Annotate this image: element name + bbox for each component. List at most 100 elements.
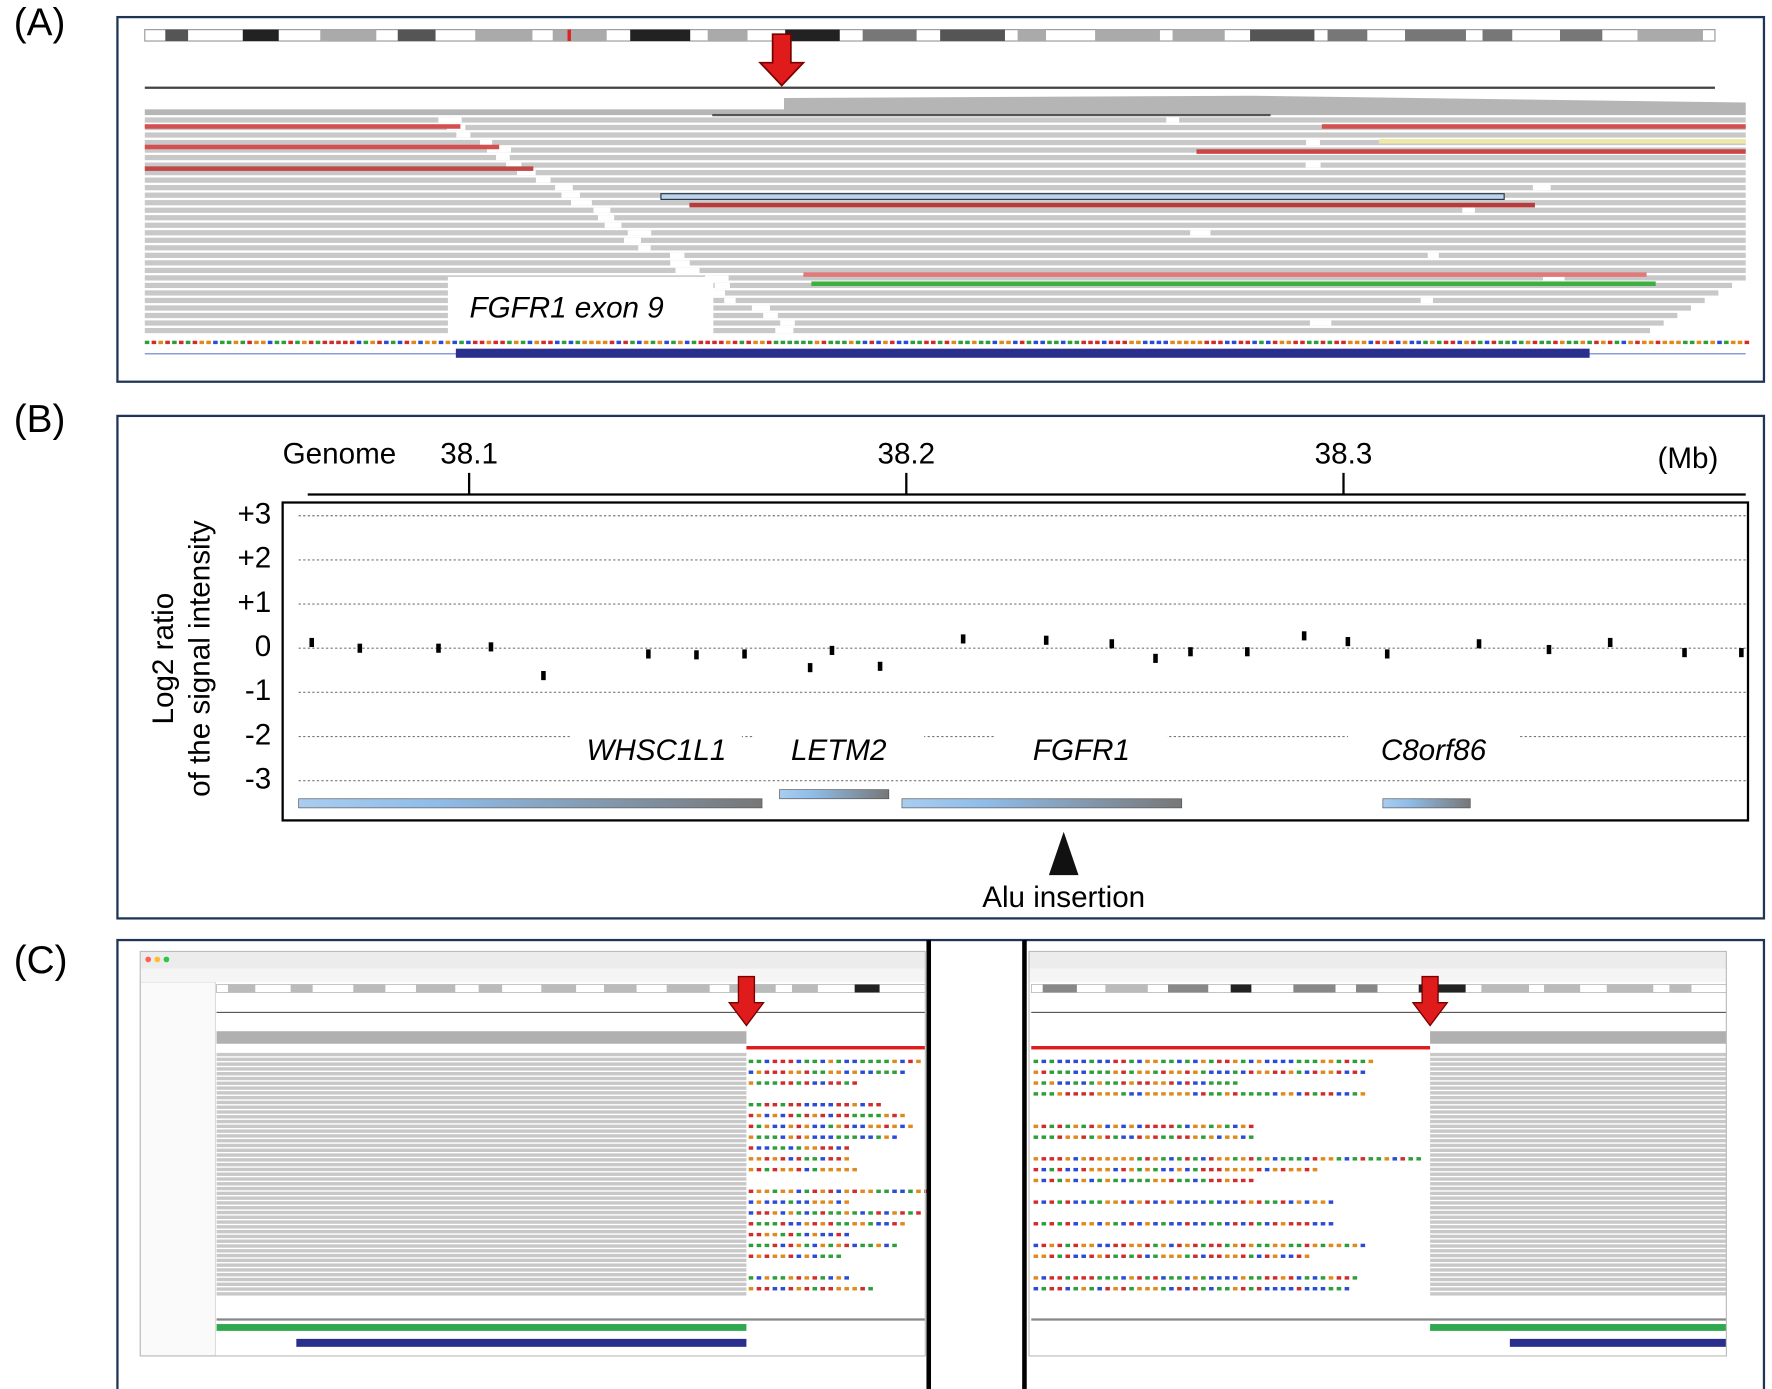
read [144, 139, 1746, 146]
soft-clip-base [1105, 1081, 1110, 1085]
soft-clip-base [876, 1135, 881, 1139]
soft-clip-base [844, 1081, 849, 1085]
read [144, 260, 1746, 266]
read [1430, 1196, 1727, 1200]
read [1430, 1225, 1727, 1229]
soft-clip-base [748, 1102, 754, 1107]
soft-clip-base [1169, 1167, 1174, 1172]
soft-clip-base [788, 1287, 794, 1291]
read-gap [535, 177, 551, 183]
read [216, 1148, 747, 1152]
soft-clip-base [1057, 1222, 1063, 1226]
soft-clip-base [1057, 1059, 1063, 1064]
soft-clip-base [844, 1232, 849, 1237]
base [1696, 340, 1702, 345]
soft-clip-base [1089, 1059, 1094, 1064]
soft-clip-base [1113, 1092, 1118, 1096]
soft-clip-base [1161, 1157, 1166, 1161]
gene-bar [1382, 798, 1471, 809]
soft-clip-base [900, 1059, 905, 1064]
soft-clip-base [1041, 1243, 1047, 1248]
soft-clip-base [780, 1081, 786, 1085]
base [438, 340, 444, 345]
soft-clip-base [1129, 1276, 1134, 1280]
base [308, 340, 314, 345]
outlined-read [660, 193, 1505, 200]
soft-clip-base [820, 1059, 826, 1064]
soft-clip-base [852, 1102, 857, 1107]
ideogram-band [1669, 984, 1692, 993]
ideogram-band [1544, 984, 1581, 993]
soft-clip-base [804, 1211, 810, 1215]
soft-clip-base [1073, 1157, 1078, 1161]
ruler [144, 86, 1715, 89]
soft-clip-base [1217, 1254, 1222, 1258]
soft-clip-base [1312, 1243, 1318, 1248]
soft-clip-base [1296, 1059, 1302, 1064]
base [958, 340, 963, 345]
annotation-marker [1048, 831, 1079, 876]
read [1430, 1268, 1727, 1272]
soft-clip-base [1097, 1092, 1102, 1096]
base [1655, 340, 1661, 345]
soft-clip-base [1097, 1243, 1102, 1248]
soft-clip-base [1033, 1070, 1039, 1074]
read [216, 1210, 747, 1215]
data-point [1043, 635, 1049, 645]
soft-clip-base [1137, 1287, 1142, 1291]
soft-clip-base [844, 1157, 849, 1161]
soft-clip-base [844, 1222, 849, 1226]
soft-clip-base [900, 1070, 905, 1074]
soft-clip-base [1153, 1124, 1158, 1129]
gene-label: C8orf86 [1381, 734, 1487, 767]
soft-clip-base [1336, 1287, 1342, 1291]
soft-clip-base [1336, 1070, 1342, 1074]
soft-clip-base [1224, 1059, 1230, 1064]
base [698, 340, 704, 345]
base [1327, 340, 1333, 345]
soft-clip-base [820, 1232, 826, 1237]
soft-clip-base [1129, 1243, 1134, 1248]
soft-clip-base [1121, 1059, 1126, 1064]
soft-clip-base [1169, 1222, 1174, 1226]
base [1587, 340, 1592, 345]
soft-clip-base [1121, 1135, 1126, 1139]
base [766, 340, 772, 345]
soft-clip-base [1153, 1081, 1158, 1085]
soft-clip-base [828, 1287, 834, 1291]
base [602, 340, 608, 345]
soft-clip-base [1041, 1157, 1047, 1161]
read [216, 1062, 747, 1066]
base [1040, 340, 1045, 345]
read [216, 1105, 747, 1109]
soft-clip-base [1217, 1167, 1222, 1172]
base [178, 340, 184, 345]
soft-clip-base [820, 1113, 826, 1118]
soft-clip-base [1256, 1157, 1262, 1161]
base [965, 340, 970, 345]
soft-clip-base [828, 1135, 834, 1139]
data-point [694, 650, 699, 660]
soft-clip-base [1153, 1254, 1158, 1258]
soft-clip-base [1209, 1178, 1214, 1183]
soft-clip-base [780, 1222, 786, 1226]
soft-clip-base [780, 1070, 786, 1074]
soft-clip-base [764, 1167, 770, 1172]
soft-clip-base [916, 1189, 921, 1194]
soft-clip-base [836, 1113, 841, 1118]
soft-clip-base [1264, 1070, 1270, 1074]
read [1430, 1273, 1727, 1277]
soft-clip-base [1248, 1124, 1254, 1129]
soft-clip-base [892, 1059, 897, 1064]
read [216, 1206, 747, 1210]
soft-clip-base [1137, 1200, 1142, 1204]
data-point [877, 661, 883, 671]
soft-clip-base [748, 1287, 754, 1291]
read [1430, 1172, 1727, 1176]
soft-clip-base [1312, 1276, 1318, 1280]
base [1689, 340, 1695, 345]
colored-read [689, 202, 1535, 208]
soft-clip-base [1376, 1157, 1382, 1161]
soft-clip-base [756, 1200, 762, 1204]
read [1430, 1153, 1727, 1157]
